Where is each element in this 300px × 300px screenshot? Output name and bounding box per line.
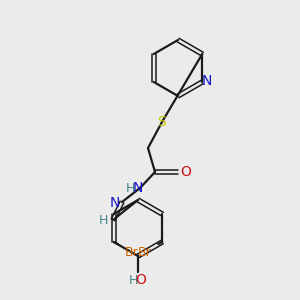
Text: O: O [136,273,146,287]
Text: H: H [125,182,135,194]
Text: S: S [158,115,166,129]
Text: Br: Br [137,245,151,259]
Text: H: H [128,274,138,286]
Text: N: N [202,74,212,88]
Text: Br: Br [125,245,139,259]
Text: N: N [110,196,120,210]
Text: O: O [181,165,191,179]
Text: H: H [98,214,108,227]
Text: N: N [133,181,143,195]
